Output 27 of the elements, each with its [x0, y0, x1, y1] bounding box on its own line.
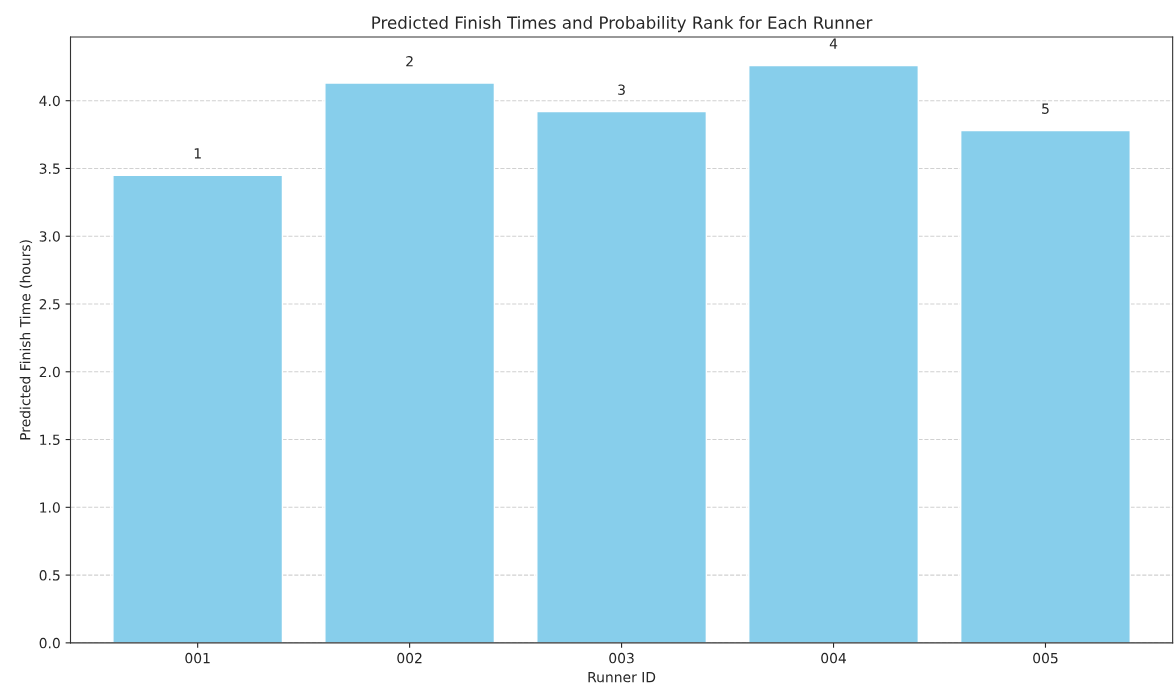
annotation: 4	[829, 38, 838, 49]
x-tick-label: 005	[1033, 652, 1058, 664]
y-tick-label: 1.0	[40, 502, 60, 513]
y-axis-title: Predicted Finish Time (hours)	[19, 240, 33, 440]
bar	[960, 129, 1131, 643]
y-tick-label: 2.0	[39, 366, 60, 378]
annotation: 1	[194, 148, 201, 159]
annotation: 3	[618, 84, 625, 95]
y-tick-label: 0.0	[39, 637, 60, 649]
annotation: 2	[406, 55, 413, 67]
x-tick-label: 001	[185, 652, 210, 664]
y-tick-label: 1.5	[40, 434, 60, 446]
chart-title: Predicted Finish Times and Probability Rank for Each Runner	[372, 16, 873, 33]
y-tick-label: 3.0	[39, 231, 60, 242]
x-tick-label: 002	[397, 652, 422, 664]
bar	[112, 174, 284, 643]
y-tick-label: 0.5	[39, 570, 60, 581]
x-tick-label: 003	[609, 652, 634, 664]
bar	[324, 82, 496, 643]
y-tick-label: 3.5	[39, 163, 60, 174]
annotation: 5	[1042, 103, 1049, 114]
y-tick-label: 4.0	[39, 95, 60, 107]
x-axis-title: Runner ID	[588, 672, 656, 683]
bar	[536, 110, 708, 643]
bar	[748, 64, 920, 643]
y-tick-label: 2.5	[39, 298, 60, 310]
x-tick-label: 004	[821, 652, 846, 664]
